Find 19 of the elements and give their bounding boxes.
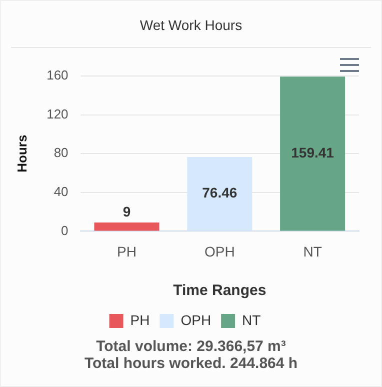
legend-label: OPH [180, 312, 212, 328]
y-tick-label: 40 [54, 184, 68, 199]
x-tick-label: PH [117, 243, 136, 260]
data-label: 9 [122, 203, 131, 220]
legend-label: NT [242, 312, 262, 328]
x-axis-title: Time Ranges [173, 282, 266, 300]
chart-title: Wet Work Hours [11, 1, 371, 48]
y-tick-label: 160 [46, 68, 68, 83]
y-tick-label: 0 [61, 222, 68, 238]
y-tick-label: 80 [54, 145, 68, 160]
text: Total volume: 29.366,57 m³ [95, 338, 287, 355]
x-tick-label: OPH [204, 243, 235, 260]
y-axis-title: Hours [14, 134, 30, 172]
data-label: 159.41 [291, 144, 334, 160]
x-tick-label: NT [303, 243, 322, 260]
data-label: 76.46 [202, 184, 238, 201]
legend-label: PH [130, 312, 150, 328]
y-tick-label: 120 [46, 106, 68, 122]
text: Total hours worked. 244.864 h [83, 355, 299, 372]
